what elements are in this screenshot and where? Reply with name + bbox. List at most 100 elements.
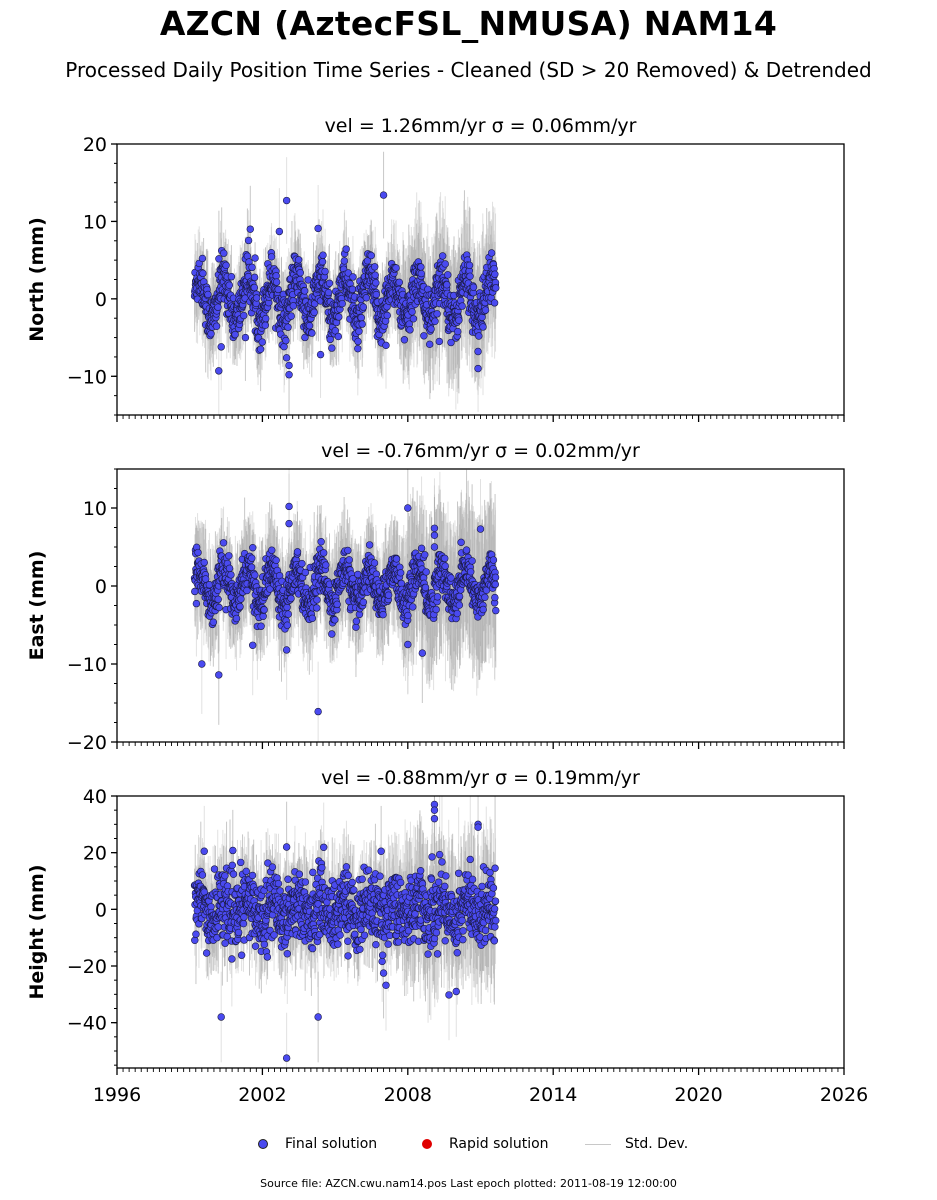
data-point — [444, 271, 452, 279]
data-point — [465, 261, 474, 270]
data-point — [222, 261, 230, 269]
data-point — [349, 273, 357, 281]
data-point — [417, 263, 425, 271]
data-point — [431, 317, 439, 325]
data-point — [244, 236, 253, 245]
data-point — [362, 294, 371, 302]
data-point — [256, 345, 265, 353]
data-point — [243, 586, 251, 595]
panel-2-data — [190, 469, 500, 742]
data-point — [433, 310, 441, 318]
data-point — [370, 559, 379, 567]
data-point — [293, 548, 302, 556]
data-point — [425, 340, 434, 349]
data-point — [354, 344, 362, 353]
data-point — [212, 322, 221, 330]
data-point — [344, 546, 352, 555]
data-point — [207, 330, 215, 338]
data-point — [392, 555, 401, 563]
y-tick-label: 0 — [95, 289, 107, 311]
data-point — [348, 285, 357, 294]
data-point — [275, 227, 284, 236]
data-point — [262, 314, 270, 323]
data-point — [219, 539, 228, 547]
data-point — [475, 332, 483, 340]
data-point — [237, 595, 245, 603]
data-point — [225, 552, 233, 560]
data-point — [249, 543, 257, 552]
data-point — [252, 294, 261, 302]
data-point — [371, 263, 379, 271]
data-point — [328, 344, 336, 352]
data-point — [458, 302, 466, 310]
data-point — [466, 272, 474, 280]
data-point — [246, 225, 254, 233]
data-point — [492, 284, 500, 292]
data-point — [310, 308, 318, 317]
data-point — [367, 251, 375, 260]
data-point — [248, 554, 256, 562]
data-point — [272, 278, 281, 286]
data-point — [298, 559, 306, 568]
data-point — [227, 273, 236, 281]
data-point — [261, 321, 269, 329]
data-point — [491, 270, 499, 278]
data-point — [359, 598, 368, 606]
data-point — [227, 571, 235, 579]
data-point — [383, 311, 391, 320]
data-point — [379, 191, 388, 199]
data-point — [392, 264, 400, 272]
data-point — [355, 327, 363, 336]
data-point — [272, 556, 280, 565]
data-point — [191, 587, 199, 596]
data-point — [409, 315, 418, 323]
data-point — [322, 561, 330, 569]
data-point — [294, 256, 303, 264]
data-point — [372, 279, 380, 287]
data-point — [305, 322, 314, 330]
data-point — [318, 257, 327, 266]
data-point — [250, 273, 259, 282]
data-point — [214, 595, 222, 604]
data-point — [194, 548, 202, 557]
data-point — [214, 303, 222, 311]
data-point — [478, 313, 486, 321]
data-point — [379, 610, 387, 619]
data-point — [199, 269, 207, 278]
data-point — [447, 338, 455, 347]
data-point — [192, 599, 201, 608]
data-point — [257, 622, 265, 630]
data-point — [417, 269, 426, 278]
data-point — [345, 556, 353, 564]
data-point — [321, 267, 329, 276]
data-point — [354, 337, 362, 346]
data-point — [231, 330, 239, 339]
data-point — [225, 281, 234, 289]
data-point — [474, 364, 482, 373]
figure-subtitle: Processed Daily Position Time Series - C… — [65, 58, 872, 82]
data-point — [287, 594, 295, 603]
data-point — [283, 603, 291, 611]
data-point — [313, 596, 321, 604]
data-point — [358, 320, 366, 328]
data-point — [335, 313, 343, 321]
data-point — [280, 342, 288, 351]
data-point — [283, 621, 292, 629]
data-point — [284, 323, 292, 331]
data-point — [481, 306, 490, 314]
data-point — [357, 314, 365, 322]
panel-1: −10 0 10 20 vel = 1.26mm/yr σ = 0.06mm/yr Nor… — [26, 115, 845, 422]
data-point — [479, 323, 487, 331]
figure-title: AZCN (AztecFSL_NMUSA) NAM14 — [159, 4, 778, 43]
data-point — [274, 285, 282, 294]
data-point — [406, 326, 414, 334]
data-point — [282, 336, 290, 345]
data-point — [204, 290, 212, 299]
data-point — [272, 272, 280, 280]
data-point — [474, 347, 482, 356]
data-point — [313, 604, 321, 612]
data-point — [382, 341, 390, 350]
data-point — [232, 614, 241, 623]
data-point — [209, 618, 218, 626]
